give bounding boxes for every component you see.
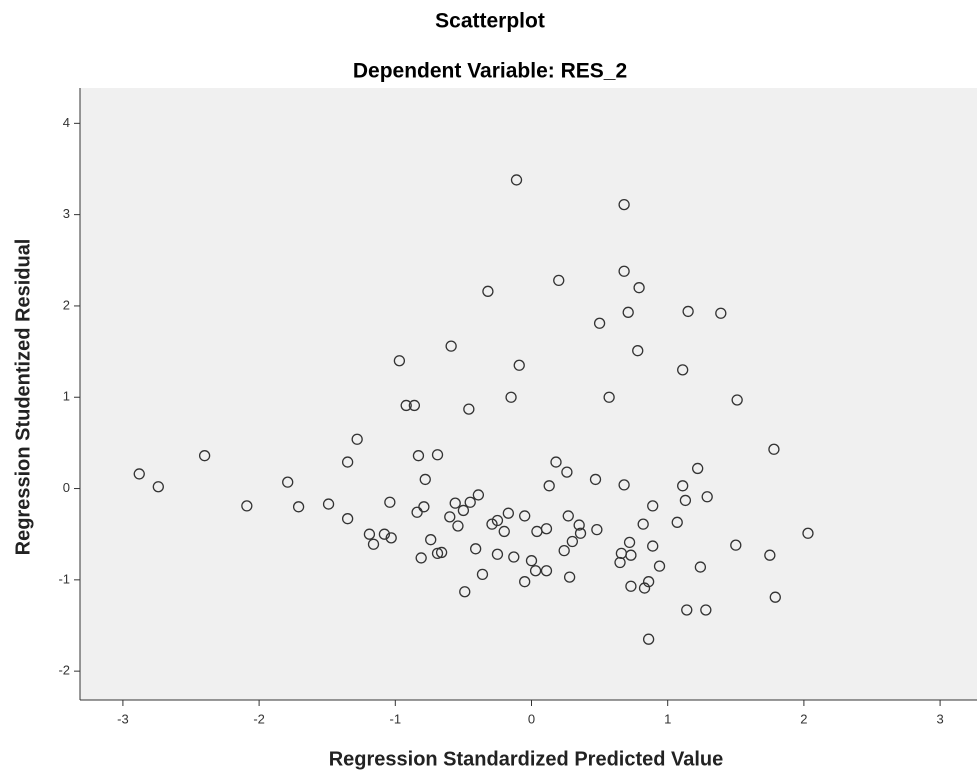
chart-subtitle: Dependent Variable: RES_2 (353, 60, 627, 83)
y-tick-label: 1 (63, 389, 70, 404)
x-tick-label: -3 (117, 711, 129, 726)
y-tick-label: 0 (63, 480, 70, 495)
y-axis-label: Regression Studentized Residual (12, 239, 34, 556)
x-tick-label: 3 (936, 711, 943, 726)
y-tick-label: 4 (63, 115, 70, 130)
y-tick-label: 2 (63, 297, 70, 312)
x-tick-label: -1 (390, 711, 402, 726)
y-tick-label: -1 (58, 571, 70, 586)
x-tick-label: -2 (253, 711, 265, 726)
y-tick-label: 3 (63, 206, 70, 221)
plot-area (80, 88, 977, 700)
x-tick-label: 0 (528, 711, 535, 726)
chart: Scatterplot Dependent Variable: RES_2 Re… (0, 0, 977, 778)
x-tick-label: 2 (800, 711, 807, 726)
chart-title: Scatterplot (435, 10, 545, 33)
x-axis-label: Regression Standardized Predicted Value (329, 748, 724, 770)
y-tick-label: -2 (58, 663, 70, 678)
x-tick-label: 1 (664, 711, 671, 726)
